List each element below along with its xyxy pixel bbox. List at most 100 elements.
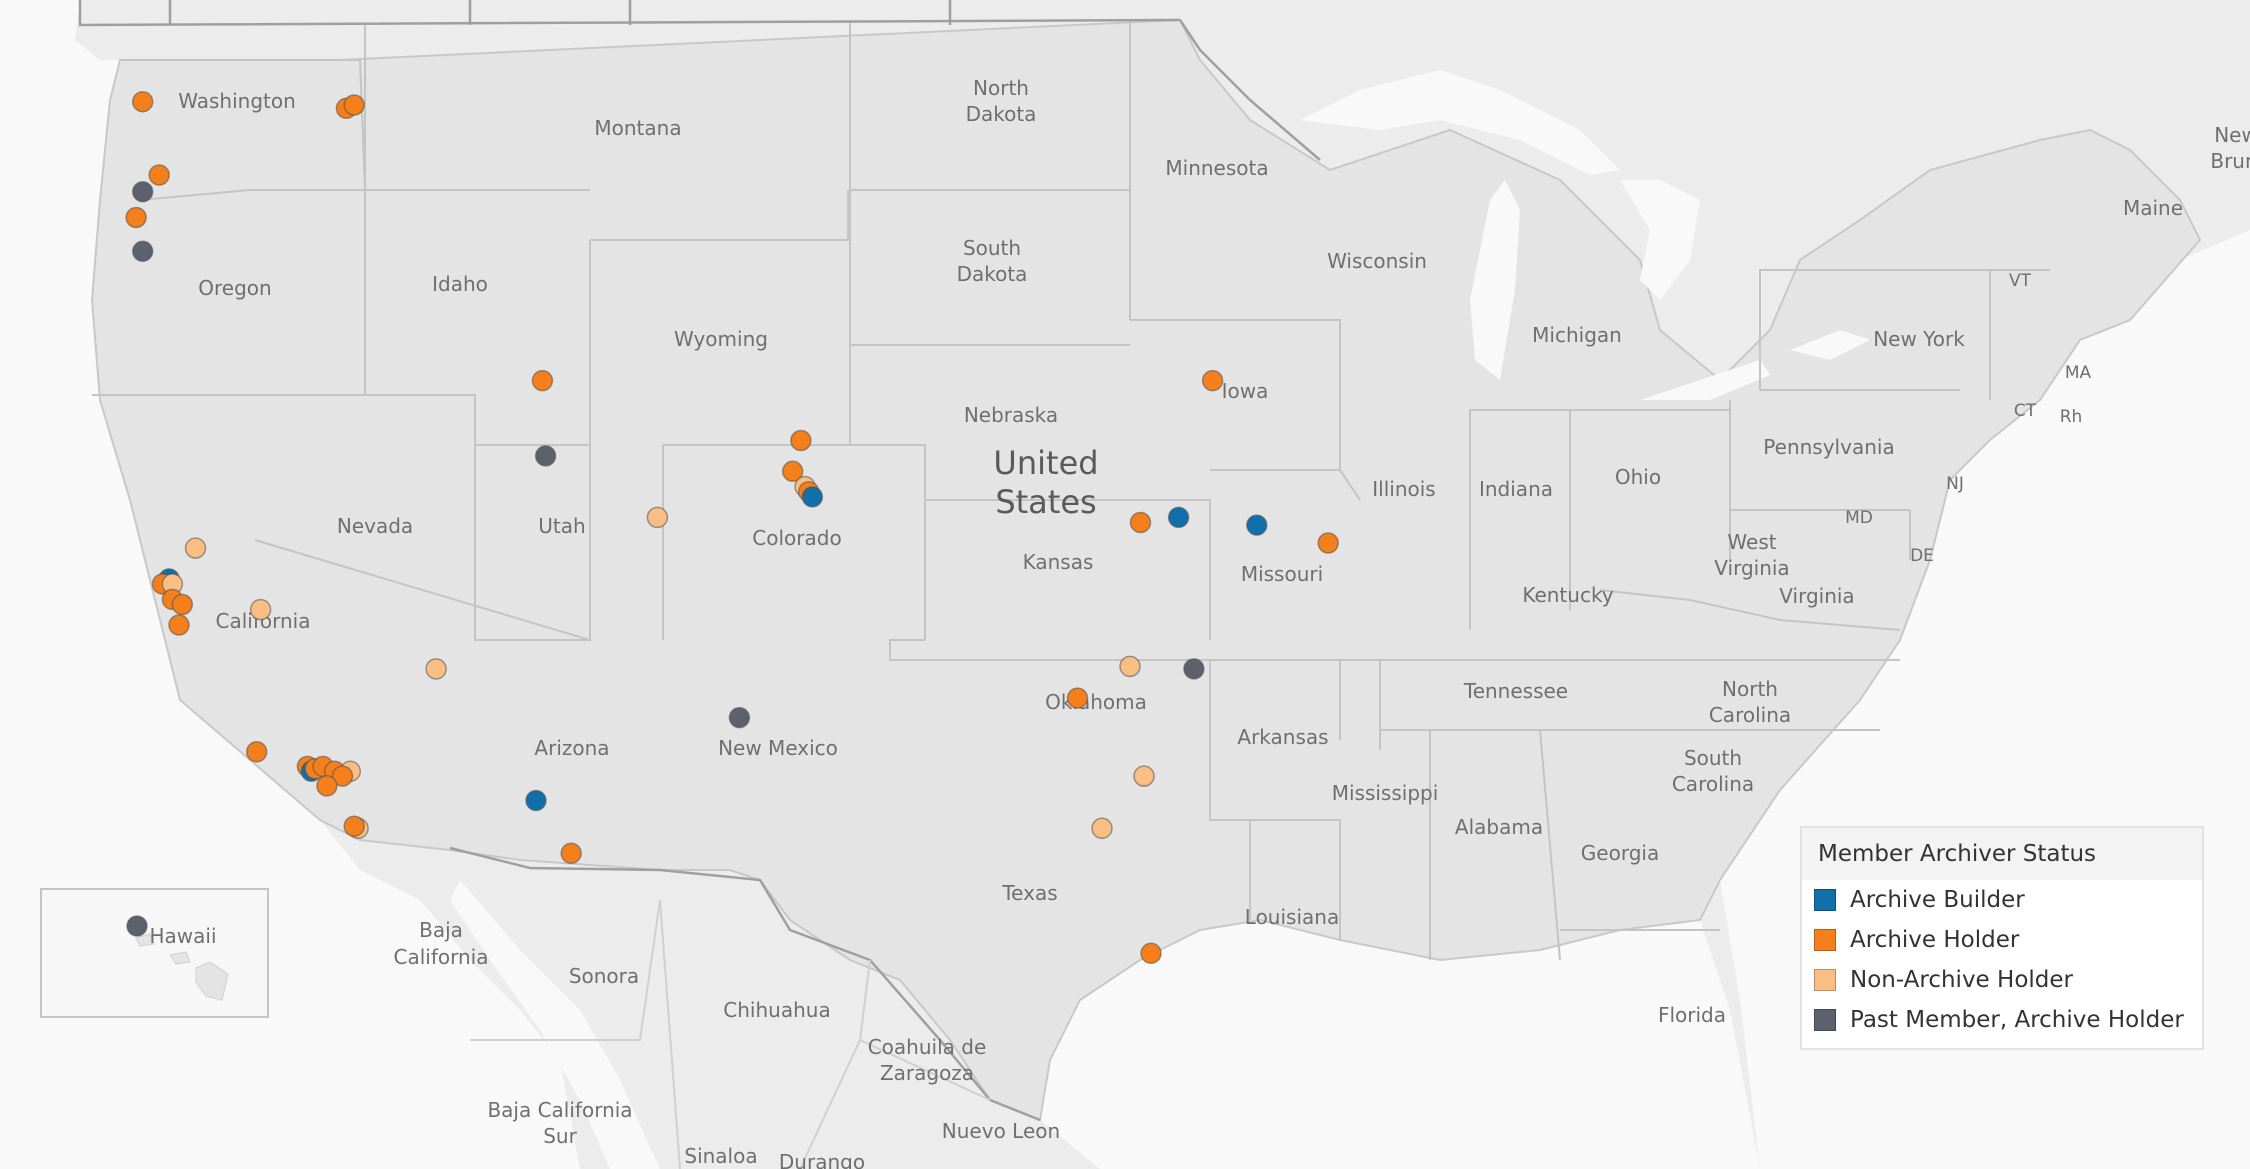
member-marker[interactable] [1140,942,1162,965]
label-nebraska: Nebraska [964,403,1058,427]
label-virginia: Virginia [1779,584,1854,608]
member-marker[interactable] [171,593,194,616]
member-marker[interactable] [1317,532,1339,554]
label-united-states-1: United [993,444,1098,482]
label-new-mexico: New Mexico [718,736,838,760]
hawaii-oahu [135,933,155,947]
member-marker[interactable] [801,486,824,508]
label-nuevo-leon: Nuevo Leon [942,1119,1060,1143]
member-marker[interactable] [1167,506,1190,529]
hawaii-big-island [195,961,229,1001]
label-chihuahua: Chihuahua [723,998,830,1022]
label-ct: CT [2014,401,2037,421]
label-oregon: Oregon [198,276,271,300]
label-ma: MA [2065,363,2092,383]
label-colorado: Colorado [752,526,841,550]
member-marker[interactable] [1201,369,1224,392]
member-marker[interactable] [425,658,447,680]
lake-ontario [1790,330,1870,360]
label-washington: Washington [178,89,296,113]
label-sonora: Sonora [569,964,639,988]
member-marker[interactable] [1129,511,1152,534]
member-marker[interactable] [1133,765,1155,787]
national-borders [78,0,1321,1122]
label-baja-california-1: Baja [419,918,463,942]
member-marker[interactable] [245,741,268,763]
member-marker[interactable] [125,206,147,229]
hawaii-inset: Hawaii [40,888,269,1018]
gulf-of-mexico [1040,920,1760,1169]
label-iowa: Iowa [1222,379,1269,403]
label-ohio: Ohio [1615,465,1661,489]
member-marker[interactable] [728,706,751,729]
member-marker[interactable] [560,842,582,865]
legend-label: Archive Holder [1850,927,2020,953]
member-marker[interactable] [168,614,190,636]
legend-item-archive-builder[interactable]: Archive Builder [1802,880,2202,920]
lake-superior [1300,70,1620,175]
legend: Member Archiver Status Archive Builder A… [1800,826,2204,1050]
label-pennsylvania: Pennsylvania [1763,435,1894,459]
member-marker[interactable] [343,94,365,116]
legend-label: Non-Archive Holder [1850,967,2073,993]
label-baja-california-2: California [394,945,489,969]
hawaii-inset-frame [40,888,269,1018]
label-mississippi: Mississippi [1332,781,1439,805]
member-marker[interactable] [531,369,554,392]
label-minnesota: Minnesota [1165,156,1268,180]
member-marker[interactable] [184,537,207,559]
legend-item-non-archive-holder[interactable]: Non-Archive Holder [1802,960,2202,1000]
member-marker[interactable] [331,765,354,787]
legend-label: Past Member, Archive Holder [1850,1007,2184,1033]
label-alabama: Alabama [1455,815,1543,839]
member-marker[interactable] [131,180,154,203]
label-indiana: Indiana [1479,477,1553,501]
member-marker[interactable] [1091,817,1113,840]
member-marker[interactable] [249,598,272,621]
member-marker[interactable] [646,506,669,529]
member-marker[interactable] [1119,655,1141,678]
member-marker[interactable] [781,460,804,483]
label-south-dakota-2: Dakota [957,262,1028,286]
label-de: DE [1910,546,1934,566]
legend-swatch [1814,1009,1836,1031]
label-coahuila-2: Zaragoza [880,1061,974,1085]
label-georgia: Georgia [1581,841,1659,865]
label-south-carolina-2: Carolina [1672,772,1754,796]
member-marker[interactable] [525,789,547,812]
label-baja-sur-2: Sur [543,1124,577,1148]
legend-title: Member Archiver Status [1802,828,2202,880]
legend-item-past-member[interactable]: Past Member, Archive Holder [1802,1000,2202,1040]
member-marker[interactable] [790,429,812,452]
label-wisconsin: Wisconsin [1327,249,1427,273]
member-marker[interactable] [1183,658,1205,680]
label-michigan: Michigan [1532,323,1622,347]
gulf-of-california [450,880,660,1169]
label-new-york: New York [1873,327,1965,351]
member-marker[interactable] [343,815,365,837]
label-nevada: Nevada [337,514,413,538]
label-arkansas: Arkansas [1237,725,1328,749]
place-labels: Washington Oregon Idaho Montana North Da… [178,76,2250,1169]
member-marker[interactable] [534,445,557,467]
label-maine: Maine [2123,196,2183,220]
member-marker[interactable] [126,915,148,937]
label-arizona: Arizona [534,736,609,760]
member-marker[interactable] [1066,687,1089,709]
label-durango: Durango [779,1150,865,1169]
label-united-states-2: States [995,483,1096,521]
member-marker[interactable] [148,164,170,186]
legend-label: Archive Builder [1850,887,2025,913]
label-tennessee: Tennessee [1463,679,1568,703]
member-marker[interactable] [316,775,338,797]
label-md: MD [1845,508,1873,528]
label-idaho: Idaho [432,272,488,296]
label-kentucky: Kentucky [1522,583,1613,607]
member-marker[interactable] [131,90,154,113]
label-vt: VT [2009,271,2032,291]
label-south-carolina-1: South [1684,746,1742,770]
legend-item-archive-holder[interactable]: Archive Holder [1802,920,2202,960]
member-marker[interactable] [131,240,154,263]
member-marker[interactable] [1246,514,1268,536]
label-wyoming: Wyoming [674,327,768,351]
